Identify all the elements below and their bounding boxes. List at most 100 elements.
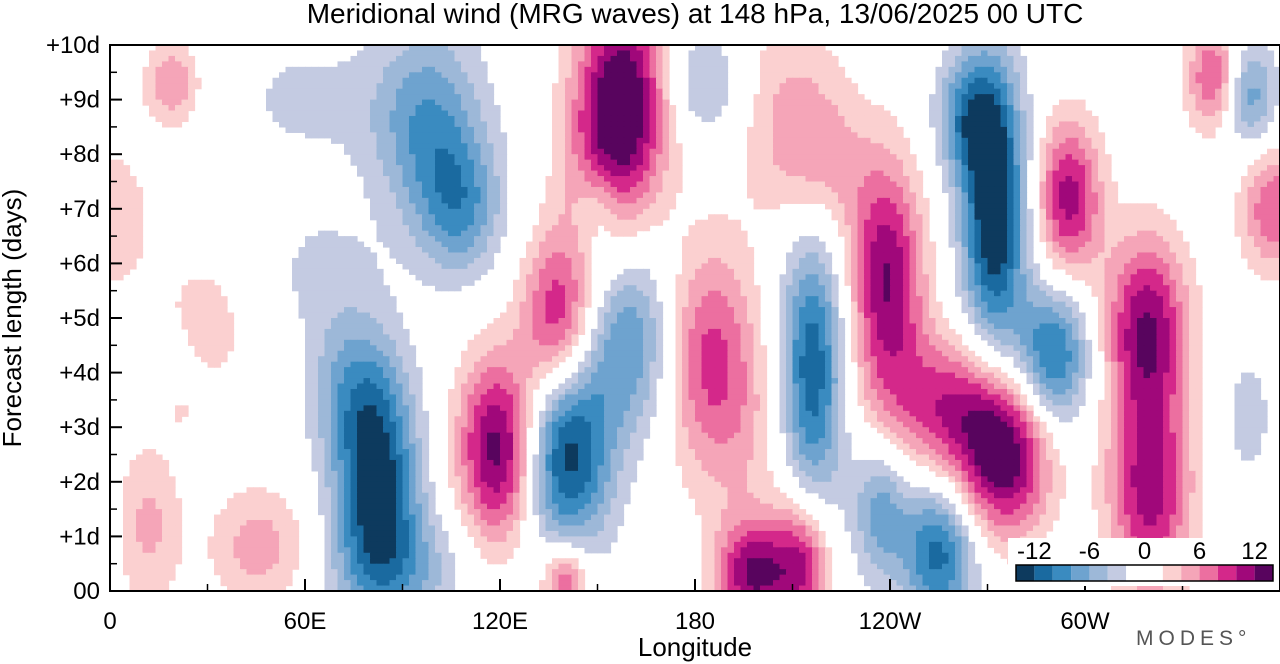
contour-cell [565,197,573,204]
contour-cell [376,197,384,204]
contour-cell [864,290,872,297]
contour-cell [487,148,495,155]
contour-cell [948,126,956,133]
contour-cell [987,268,995,275]
contour-cell [1247,88,1255,95]
contour-cell [981,181,989,188]
contour-cell [363,77,371,84]
contour-cell [123,203,131,210]
contour-cell [162,61,170,68]
contour-cell [441,165,449,172]
contour-cell [318,279,326,286]
contour-cell [760,165,768,172]
contour-cell [805,279,813,286]
contour-cell [1039,143,1047,150]
contour-cell [799,143,807,150]
contour-cell [389,66,397,73]
contour-cell [864,176,872,183]
contour-cell [877,203,885,210]
contour-cell [591,121,599,128]
contour-cell [1091,263,1099,270]
contour-cell [558,143,566,150]
contour-cell [883,252,891,259]
contour-cell [818,61,826,68]
contour-cell [331,230,339,237]
contour-cell [948,110,956,117]
contour-cell [298,94,306,101]
contour-cell [1254,219,1262,226]
contour-cell [1111,236,1119,243]
contour-cell [1085,257,1093,264]
contour-cell [1267,72,1275,79]
contour-cell [500,192,508,199]
contour-cell [1182,55,1190,62]
contour-cell [617,285,625,292]
contour-cell [357,165,365,172]
contour-cell [1247,66,1255,73]
contour-cell [1072,154,1080,161]
contour-cell [981,99,989,106]
contour-cell [987,88,995,95]
contour-cell [974,197,982,204]
contour-cell [1267,154,1275,161]
contour-cell [812,72,820,79]
contour-cell [298,263,306,270]
contour-cell [422,55,430,62]
contour-cell [675,279,683,286]
contour-cell [623,50,631,57]
contour-cell [402,88,410,95]
contour-cell [305,105,313,112]
contour-cell [337,88,345,95]
contour-cell [454,154,462,161]
contour-cell [578,126,586,133]
contour-cell [1247,45,1255,52]
contour-cell [825,83,833,90]
contour-cell [467,94,475,101]
contour-cell [1260,99,1268,106]
contour-cell [818,274,826,281]
contour-cell [987,192,995,199]
contour-cell [974,77,982,84]
contour-cell [786,252,794,259]
contour-cell [981,290,989,297]
contour-cell [337,274,345,281]
contour-cell [708,77,716,84]
contour-cell [493,230,501,237]
contour-cell [1046,132,1054,139]
contour-cell [129,241,137,248]
contour-cell [916,230,924,237]
contour-cell [760,159,768,166]
contour-cell [948,105,956,112]
contour-cell [1150,263,1158,270]
contour-cell [766,83,774,90]
contour-cell [818,83,826,90]
contour-cell [890,186,898,194]
contour-cell [695,94,703,101]
contour-cell [630,197,638,204]
contour-cell [1078,203,1086,210]
contour-cell [402,45,410,52]
contour-cell [948,66,956,73]
contour-cell [1046,203,1054,210]
contour-cell [961,241,969,248]
contour-cell [1000,137,1008,144]
contour-cell [610,296,618,303]
contour-cell [591,197,599,204]
contour-cell [883,285,891,292]
contour-cell [1267,257,1275,264]
contour-cell [350,285,358,292]
contour-cell [142,83,150,90]
contour-cell [376,176,384,183]
contour-cell [402,257,410,264]
contour-cell [1065,241,1073,248]
contour-cell [571,61,579,68]
contour-cell [1000,176,1008,183]
contour-cell [272,110,280,117]
contour-cell [851,208,859,215]
contour-cell [311,110,319,117]
contour-cell [461,55,469,62]
contour-cell [1046,186,1054,194]
contour-cell [363,301,371,308]
contour-cell [773,61,781,68]
contour-cell [831,279,839,286]
